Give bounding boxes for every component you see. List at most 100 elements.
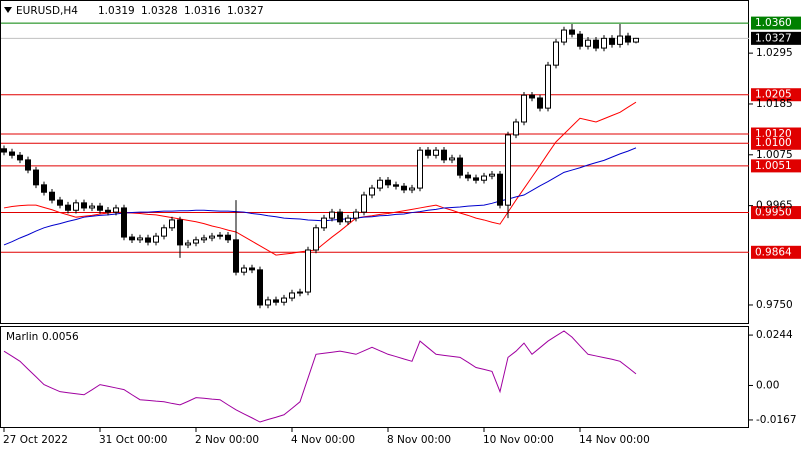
candle-body (137, 237, 143, 241)
candle-body (425, 149, 431, 156)
indicator-title: Marlin (6, 331, 38, 343)
x-tick-label: 27 Oct 2022 (3, 434, 68, 446)
level-label: 0.9950 (755, 207, 792, 219)
level-label-box (751, 245, 801, 259)
candle-body (609, 37, 615, 45)
level-label-box (751, 136, 801, 150)
level-label-box (751, 16, 801, 30)
candle-body (465, 174, 471, 179)
candle-body (153, 235, 159, 243)
levels (1, 22, 749, 253)
candle-body (377, 179, 383, 189)
candle-body (489, 173, 495, 177)
ohlc-close: 1.0327 (227, 5, 264, 17)
candle-body (81, 202, 87, 209)
candle-body (249, 267, 255, 271)
plot (1, 24, 639, 423)
current-price-box (751, 31, 801, 45)
y-tick-label: 1.0185 (756, 98, 793, 110)
candle-body (145, 237, 151, 243)
candle-body (353, 211, 359, 219)
header: EURUSD,H4 1.0319 1.0328 1.0316 1.0327 Ma… (6, 5, 264, 343)
candle-body (385, 179, 391, 186)
candle-body (17, 154, 23, 161)
candle-body (169, 219, 175, 229)
candle-body (281, 297, 287, 303)
candle-body (313, 227, 319, 251)
moving-average (3, 101, 637, 256)
candle-body (57, 199, 63, 206)
level-label: 1.0051 (755, 160, 792, 172)
candle-body (529, 94, 535, 99)
axes: 27 Oct 2022 31 Oct 00:00 2 Nov 00:00 4 Nov … (3, 16, 801, 446)
candle-body (409, 187, 415, 191)
candle-body (561, 29, 567, 43)
y-tick-label: -0.0167 (756, 414, 797, 426)
y-tick-label: 0.9965 (756, 200, 793, 212)
candle-body (585, 39, 591, 47)
candle-body (633, 37, 639, 43)
candle-body (449, 157, 455, 161)
indicator-line (3, 330, 637, 423)
candle-body (393, 184, 399, 187)
y-tick-label: 0.9750 (756, 299, 793, 311)
candle-body (185, 242, 191, 246)
x-tick-label: 14 Nov 00:00 (579, 434, 650, 446)
candle-body (289, 292, 295, 299)
candle-body (617, 35, 623, 45)
candle-body (9, 151, 15, 156)
level-label-box (751, 88, 801, 102)
candle-body (105, 209, 111, 213)
candle-body (345, 217, 351, 223)
candle-body (113, 207, 119, 213)
candle-body (25, 159, 31, 171)
candle-body (545, 64, 551, 109)
candle-body (297, 291, 303, 294)
candle-body (337, 211, 343, 223)
level-label: 1.0205 (755, 89, 792, 101)
candle-body (1, 148, 7, 153)
candle-body (257, 269, 263, 306)
candle-body (593, 39, 599, 49)
panel-menu-icon[interactable] (4, 7, 12, 13)
candle-body (497, 173, 503, 206)
symbol-title: EURUSD,H4 (16, 5, 78, 17)
y-tick-label: 1.0075 (756, 149, 793, 161)
candle-body (625, 35, 631, 43)
candle-body (401, 185, 407, 191)
candle-body (241, 267, 247, 273)
x-tick-label: 2 Nov 00:00 (195, 434, 259, 446)
candle-body (65, 204, 71, 211)
ohlc-low: 1.0316 (184, 5, 221, 17)
candle-body (521, 94, 527, 123)
candle-body (457, 157, 463, 176)
candle-body (193, 239, 199, 244)
candle-body (369, 187, 375, 196)
y-tick-label: 0.00 (756, 379, 779, 391)
candle-body (321, 217, 327, 229)
x-tick-label: 31 Oct 00:00 (99, 434, 167, 446)
candle-body (161, 227, 167, 237)
candle-body (553, 41, 559, 66)
candle-body (97, 205, 103, 211)
candle-body (601, 37, 607, 49)
candle-body (305, 249, 311, 293)
candle-body (473, 177, 479, 181)
x-tick-label: 10 Nov 00:00 (483, 434, 554, 446)
candle-body (33, 169, 39, 186)
indicator-value: 0.0056 (42, 331, 79, 343)
candle-body (569, 29, 575, 35)
candle-body (505, 134, 511, 206)
x-tick-label: 8 Nov 00:00 (387, 434, 451, 446)
candle-body (537, 97, 543, 109)
candle-body (217, 234, 223, 237)
current-price-label: 1.0327 (755, 32, 792, 44)
x-tick-label: 4 Nov 00:00 (291, 434, 355, 446)
candle-body (89, 205, 95, 209)
candle-body (513, 121, 519, 136)
candle-body (41, 184, 47, 193)
candle-body (417, 149, 423, 189)
candle-body (129, 236, 135, 241)
